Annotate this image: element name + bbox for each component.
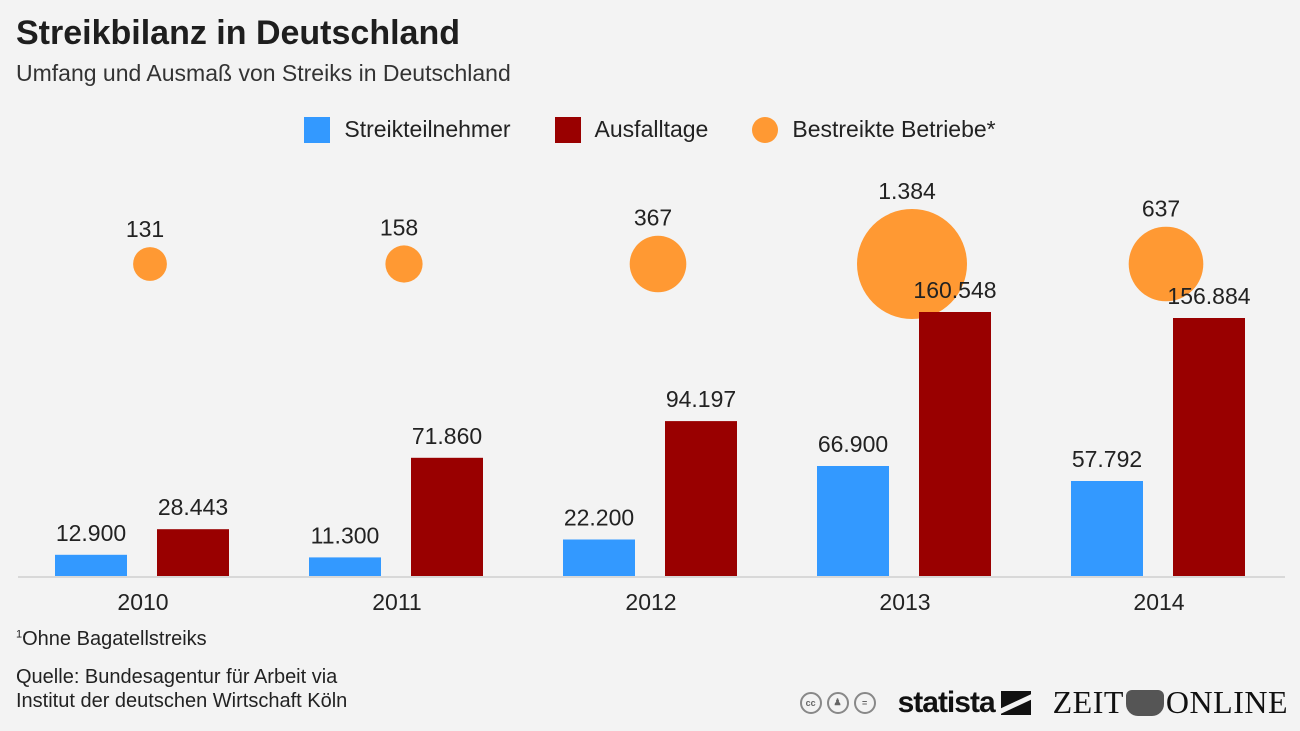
bubble-label: 1.384 — [878, 178, 936, 204]
zeit-wordmark-right: ONLINE — [1165, 684, 1288, 720]
bar-value-label: 71.860 — [412, 423, 482, 449]
statista-wordmark: statista — [897, 685, 996, 719]
source: Quelle: Bundesagentur für Arbeit via Ins… — [16, 665, 347, 713]
chart-subtitle: Umfang und Ausmaß von Streiks in Deutsch… — [16, 60, 511, 86]
bar-streikteilnehmer — [563, 539, 635, 576]
legend-item-ausfalltage: Ausfalltage — [554, 116, 709, 143]
x-tick-label: 2010 — [117, 589, 168, 615]
bar-ausfalltage — [665, 421, 737, 576]
bubble-bestreikte-betriebe — [1128, 226, 1204, 302]
bubble-bestreikte-betriebe — [385, 245, 423, 283]
bubble-label: 367 — [634, 205, 672, 231]
bubble-bestreikte-betriebe — [133, 247, 167, 281]
logos: cc ♟ = statista ZEIT ONLINE — [799, 684, 1288, 721]
x-tick-label: 2014 — [1133, 589, 1184, 615]
chart-area: 131 12.900 28.443 2010 158 11.300 71.860 2011 36… — [18, 178, 1285, 615]
zeit-crest-icon — [1125, 689, 1164, 716]
bar-value-label: 57.792 — [1072, 446, 1142, 472]
legend-swatch-ausfalltage — [554, 116, 581, 143]
bubble-label: 637 — [1142, 196, 1180, 222]
legend-label: Ausfalltage — [594, 116, 709, 142]
bar-streikteilnehmer — [55, 554, 127, 576]
bar-value-label: 22.200 — [564, 504, 634, 530]
bar-value-label: 12.900 — [56, 520, 126, 546]
bar-value-label: 156.884 — [1167, 283, 1250, 309]
legend-swatch-streikteilnehmer — [304, 116, 331, 143]
cc-icon: cc — [799, 691, 822, 714]
x-tick-label: 2013 — [879, 589, 930, 615]
bar-value-label: 66.900 — [818, 431, 888, 457]
legend: Streikteilnehmer Ausfalltage Bestreikte … — [0, 116, 1300, 143]
bar-value-label: 94.197 — [666, 386, 736, 412]
legend-swatch-bestreikte-betriebe — [752, 116, 779, 143]
statista-logo[interactable]: statista — [898, 686, 1031, 720]
legend-label: Bestreikte Betriebe* — [792, 116, 996, 142]
x-tick-label: 2011 — [372, 589, 421, 615]
footnote-marker: 1 — [16, 628, 23, 641]
legend-item-bestreikte-betriebe: Bestreikte Betriebe* — [752, 116, 996, 143]
bar-streikteilnehmer — [1071, 481, 1143, 576]
zeit-wordmark-left: ZEIT — [1052, 684, 1124, 720]
cc-nd-icon: = — [853, 691, 876, 714]
legend-label: Streikteilnehmer — [344, 116, 511, 142]
zeit-online-logo[interactable]: ZEIT ONLINE — [1053, 684, 1288, 721]
bar-value-label: 160.548 — [913, 277, 996, 303]
footnote-text: Ohne Bagatellstreiks — [22, 628, 207, 650]
source-line-1: Quelle: Bundesagentur für Arbeit via — [16, 666, 338, 688]
bubble-bestreikte-betriebe — [857, 209, 967, 319]
bar-streikteilnehmer — [817, 466, 889, 576]
cc-by-icon: ♟ — [826, 691, 849, 714]
bar-streikteilnehmer — [309, 557, 381, 576]
bubble-label: 131 — [126, 216, 164, 242]
bar-ausfalltage — [1173, 318, 1245, 576]
statista-mark-icon — [1000, 690, 1031, 715]
x-tick-label: 2012 — [625, 589, 676, 615]
legend-item-streikteilnehmer: Streikteilnehmer — [304, 116, 511, 143]
bubble-bestreikte-betriebe — [629, 235, 687, 293]
chart-title: Streikbilanz in Deutschland — [16, 14, 460, 52]
footnote: 1Ohne Bagatellstreiks — [16, 628, 207, 651]
bubble-label: 158 — [380, 214, 418, 240]
bar-ausfalltage — [411, 457, 483, 576]
source-line-2: Institut der deutschen Wirtschaft Köln — [16, 690, 348, 712]
creative-commons-license[interactable]: cc ♟ = — [799, 691, 876, 714]
bar-value-label: 28.443 — [158, 494, 228, 520]
bar-ausfalltage — [157, 529, 229, 576]
bar-ausfalltage — [919, 312, 991, 576]
bar-value-label: 11.300 — [311, 522, 380, 548]
